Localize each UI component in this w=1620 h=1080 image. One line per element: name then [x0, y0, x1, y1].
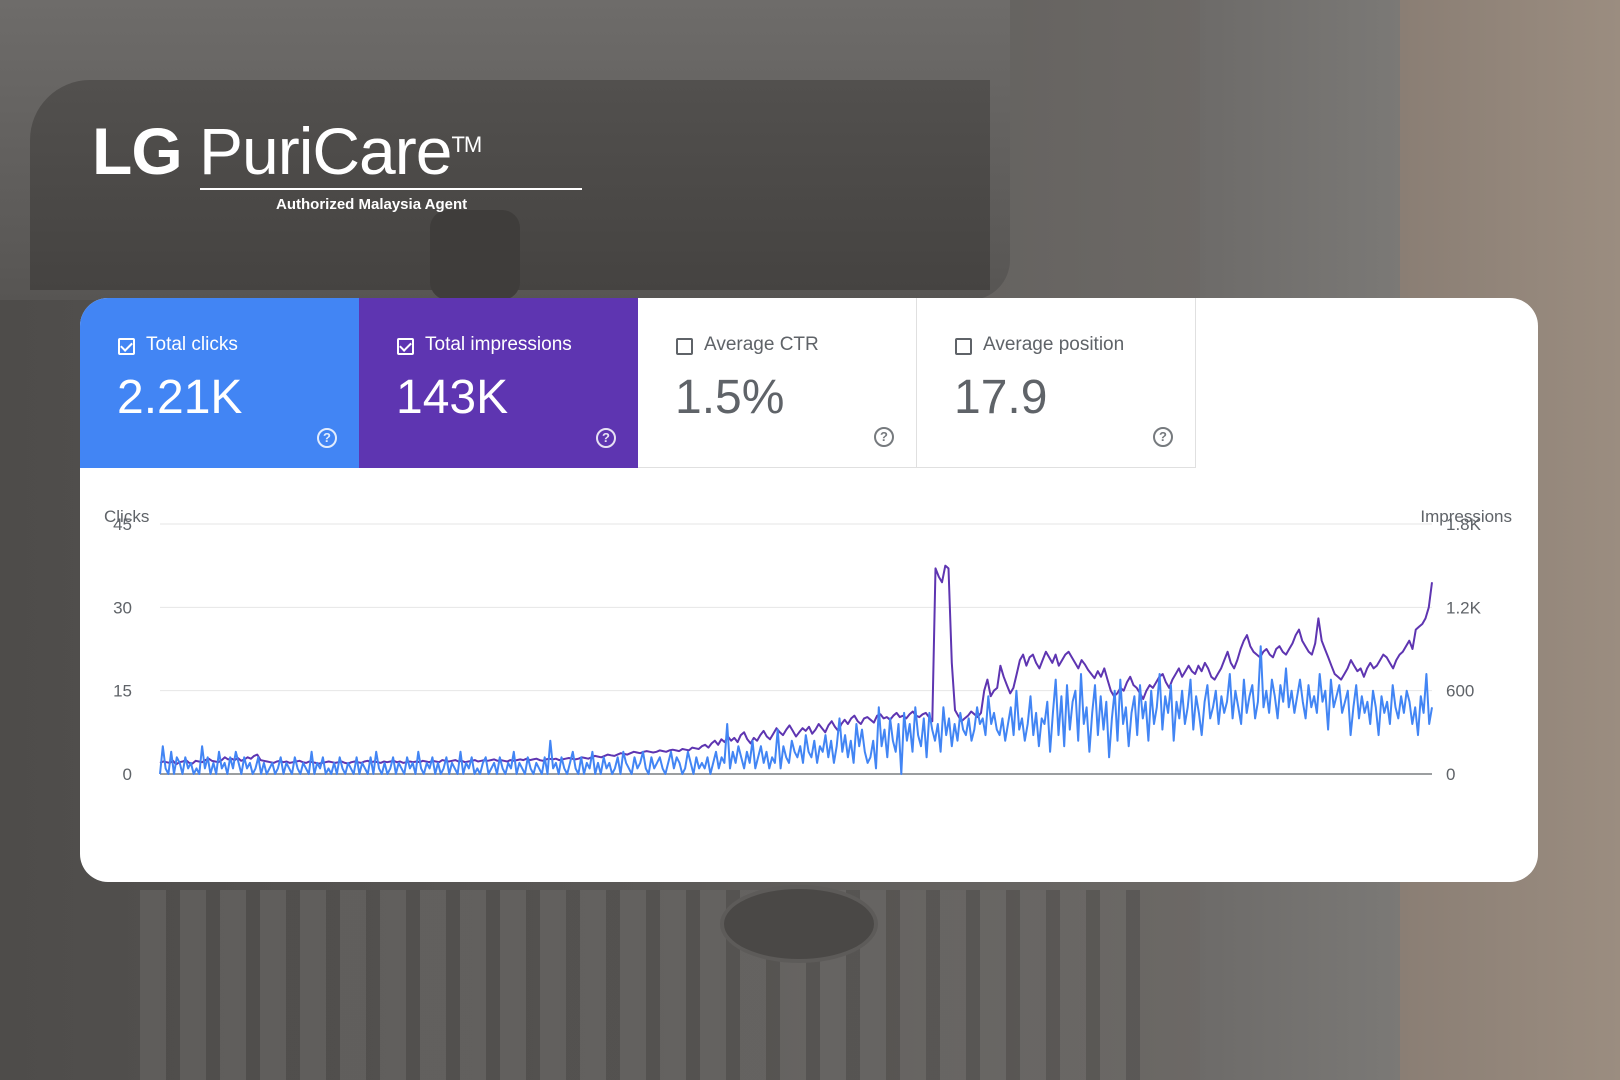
impressions-series-line — [159, 564, 1433, 766]
left-tick-label: 0 — [123, 765, 132, 784]
performance-card: Total clicks 2.21K ? Total impressions 1… — [80, 298, 1538, 882]
background-cup-rest — [720, 885, 878, 963]
metric-label: Total impressions — [425, 334, 572, 355]
brand-underline — [200, 188, 582, 190]
metric-value: 1.5% — [675, 371, 785, 424]
brand-tagline: Authorized Malaysia Agent — [276, 196, 468, 213]
right-axis-label: Impressions — [1420, 507, 1512, 526]
metric-total-impressions[interactable]: Total impressions 143K ? — [359, 298, 638, 468]
checkbox-unchecked-icon[interactable] — [676, 338, 693, 355]
help-icon[interactable]: ? — [1153, 427, 1173, 447]
right-tick-label: 1.8K — [1446, 515, 1482, 534]
grid-lines — [160, 523, 1432, 775]
metric-average-position[interactable]: Average position 17.9 ? — [917, 298, 1196, 468]
brand-name-light: PuriCare — [199, 114, 452, 188]
left-axis-label: Clicks — [104, 507, 149, 526]
metric-value: 143K — [396, 371, 509, 424]
line-chart-svg: Clicks Impressions 45 30 15 0 1.8K 1.2K 600 0 — [104, 507, 1512, 784]
metric-tabs: Total clicks 2.21K ? Total impressions 1… — [80, 298, 1198, 468]
checkbox-checked-icon[interactable] — [118, 338, 135, 355]
metric-label: Average CTR — [704, 334, 819, 355]
brand-wordmark: LG PuriCareTM — [92, 118, 482, 184]
right-tick-label: 0 — [1446, 765, 1455, 784]
right-tick-label: 1.2K — [1446, 598, 1482, 617]
background-drip-grille — [140, 890, 1140, 1080]
performance-chart: Clicks Impressions 45 30 15 0 1.8K 1.2K 600 0 — [80, 468, 1538, 882]
checkbox-checked-icon[interactable] — [397, 338, 414, 355]
metric-label: Average position — [983, 334, 1125, 355]
metric-average-ctr[interactable]: Average CTR 1.5% ? — [638, 298, 917, 468]
brand-trademark: TM — [451, 132, 482, 157]
right-axis-ticks: 1.8K 1.2K 600 0 — [1446, 515, 1482, 784]
series-lines — [159, 564, 1433, 775]
brand-logo: LG PuriCareTM Authorized Malaysia Agent — [92, 118, 582, 213]
left-tick-label: 15 — [113, 682, 132, 701]
help-icon[interactable]: ? — [317, 428, 337, 448]
clicks-series-line — [159, 645, 1433, 775]
metric-value: 17.9 — [954, 371, 1048, 424]
checkbox-unchecked-icon[interactable] — [955, 338, 972, 355]
left-tick-label: 45 — [113, 515, 132, 534]
background-dispenser-knob — [430, 210, 520, 300]
right-tick-label: 600 — [1446, 682, 1474, 701]
metric-total-clicks[interactable]: Total clicks 2.21K ? — [80, 298, 359, 468]
brand-name-bold: LG — [92, 114, 183, 188]
metric-value: 2.21K — [117, 371, 243, 424]
help-icon[interactable]: ? — [596, 428, 616, 448]
help-icon[interactable]: ? — [874, 427, 894, 447]
left-tick-label: 30 — [113, 598, 132, 617]
left-axis-ticks: 45 30 15 0 — [113, 515, 132, 784]
metric-label: Total clicks — [146, 334, 238, 355]
